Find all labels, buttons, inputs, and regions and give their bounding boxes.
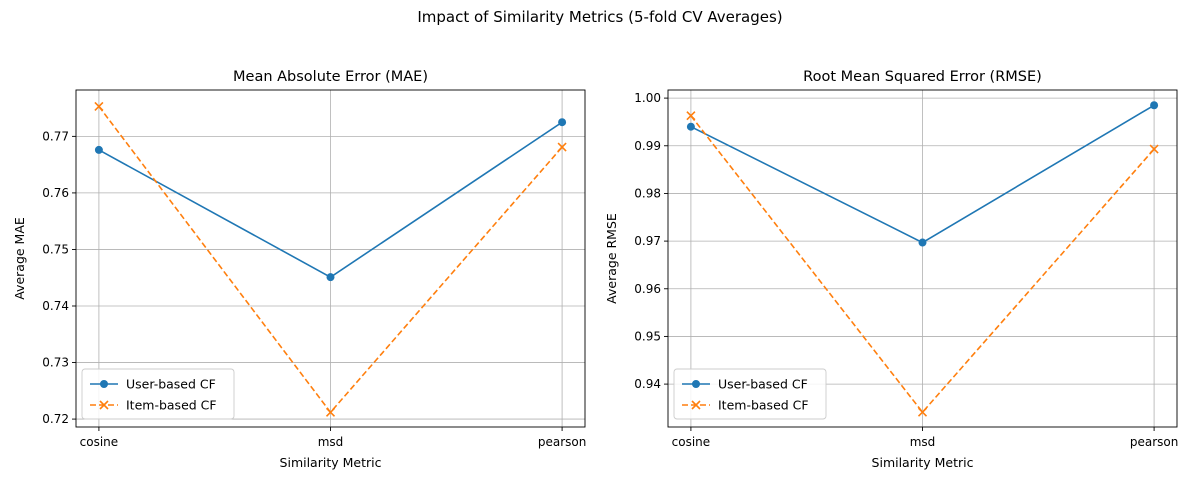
data-point-1 [94,145,103,154]
y-tick-label: 0.97 [634,234,661,248]
data-point-2 [94,101,104,111]
y-tick-label: 0.99 [634,139,661,153]
legend: User-based CF Item-based CF [673,368,827,420]
y-tick-label: 0.72 [42,412,69,426]
x-tick-label: pearson [1130,435,1179,449]
data-point-2 [686,111,696,121]
x-tick-label: cosine [672,435,711,449]
y-tick-label: 0.94 [634,377,661,391]
subplot-title: Root Mean Squared Error (RMSE) [803,69,1042,85]
marker-stroke [94,101,104,111]
data-point-2 [325,407,336,417]
legend-marker [691,400,701,410]
legend-label: User-based CF [718,377,808,392]
legend-label: User-based CF [126,377,216,392]
legend-box [81,368,235,420]
marker-stroke [686,111,696,121]
data-point-1 [1150,101,1159,110]
data-point-1 [558,118,567,127]
y-tick-label: 0.96 [634,282,661,296]
data-point-1 [326,273,335,282]
legend-label: Item-based CF [718,398,809,413]
data-point-2 [917,407,928,417]
y-tick-label: 1.00 [634,91,661,105]
legend-label: Item-based CF [126,398,217,413]
y-tick-label: 0.75 [42,242,69,256]
marker-stroke [917,407,928,417]
legend-box [673,368,827,420]
data-point-2 [1149,144,1159,154]
subplot-2: 0.94 0.95 0.96 0.97 0.98 0.99 1.00 cosine msd pea… [604,69,1178,470]
marker-stroke [325,407,336,417]
marker-stroke [1149,144,1159,154]
data-point-1 [918,238,927,247]
x-tick-label: msd [910,435,936,449]
y-tick-label: 0.98 [634,186,661,200]
y-axis-label: Average RMSE [604,213,619,304]
data-point-2 [557,142,567,152]
x-tick-label: pearson [538,435,587,449]
x-tick-label: msd [318,435,344,449]
legend: User-based CF Item-based CF [81,368,235,420]
y-tick-label: 0.73 [42,356,69,370]
y-tick-label: 0.77 [42,129,69,143]
legend-marker [99,400,109,410]
data-point-1 [686,122,695,131]
subplot-1: 0.72 0.73 0.74 0.75 0.76 0.77 cosine msd pearson… [12,69,586,470]
legend-marker [100,380,108,388]
y-tick-label: 0.74 [42,299,69,313]
legend-marker [692,380,700,388]
subplot-title: Mean Absolute Error (MAE) [233,69,428,85]
x-axis-label: Similarity Metric [280,455,382,470]
y-axis-label: Average MAE [12,217,27,300]
x-tick-label: cosine [80,435,119,449]
y-tick-label: 0.76 [42,186,69,200]
figure-suptitle: Impact of Similarity Metrics (5-fold CV … [417,8,782,26]
marker-stroke [557,142,567,152]
x-axis-label: Similarity Metric [872,455,974,470]
y-tick-label: 0.95 [634,329,661,343]
